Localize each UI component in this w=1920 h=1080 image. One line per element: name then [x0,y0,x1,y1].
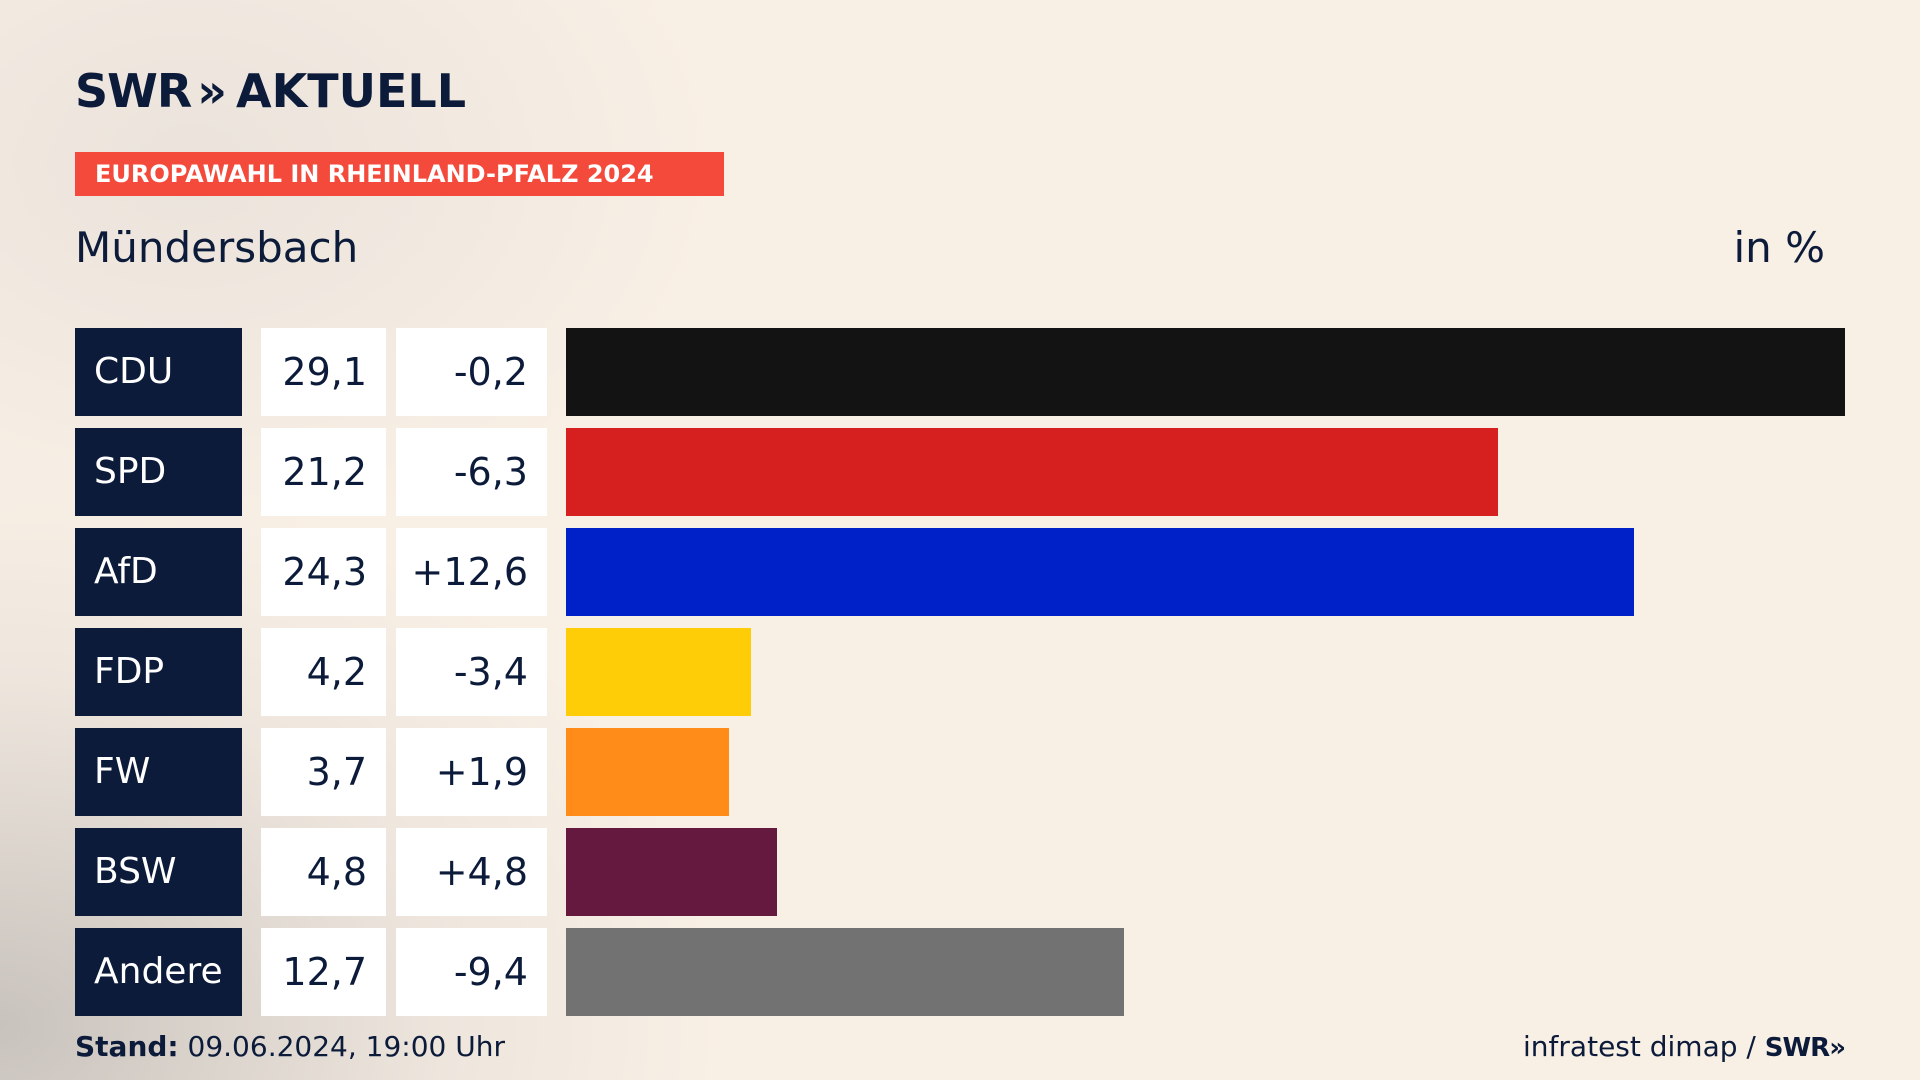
unit-label: in % [1733,223,1825,272]
footer-source: infratest dimap / SWR» [1523,1030,1846,1065]
party-label-cdu: CDU [75,328,242,416]
row-andere: Andere 12,7 -9,4 [75,928,1845,1016]
row-bsw: BSW 4,8 +4,8 [75,828,1845,916]
party-label-fdp: FDP [75,628,242,716]
diff-label-fw: +1,9 [396,728,547,816]
stand-label: Stand: [75,1030,179,1063]
value-label-fw: 3,7 [261,728,386,816]
diff-label-andere: -9,4 [396,928,547,1016]
bar-bsw [566,828,777,916]
swr-mini-logo: SWR» [1764,1033,1846,1063]
party-label-bsw: BSW [75,828,242,916]
party-label-afd: AfD [75,528,242,616]
bar-afd [566,528,1634,616]
row-fdp: FDP 4,2 -3,4 [75,628,1845,716]
party-label-andere: Andere [75,928,242,1016]
election-badge: EUROPAWAHL IN RHEINLAND-PFALZ 2024 [75,152,724,196]
footer-stand: Stand: 09.06.2024, 19:00 Uhr [75,1030,505,1064]
party-label-fw: FW [75,728,242,816]
logo-brand: SWR [75,64,192,118]
value-label-spd: 21,2 [261,428,386,516]
bar-spd [566,428,1498,516]
row-cdu: CDU 29,1 -0,2 [75,328,1845,416]
bar-andere [566,928,1124,1016]
stand-value: 09.06.2024, 19:00 Uhr [187,1030,505,1063]
diff-label-afd: +12,6 [396,528,547,616]
place-title: Mündersbach [75,223,359,272]
swr-aktuell-logo: SWR» AKTUELL [75,64,467,118]
logo-product: AKTUELL [236,64,467,118]
diff-label-spd: -6,3 [396,428,547,516]
bar-fw [566,728,729,816]
bar-fdp [566,628,751,716]
row-fw: FW 3,7 +1,9 [75,728,1845,816]
value-label-andere: 12,7 [261,928,386,1016]
row-spd: SPD 21,2 -6,3 [75,428,1845,516]
diff-label-cdu: -0,2 [396,328,547,416]
source-text: infratest dimap / [1523,1030,1756,1063]
logo-chevron-icon: » [197,64,227,118]
diff-label-bsw: +4,8 [396,828,547,916]
bar-cdu [566,328,1845,416]
value-label-bsw: 4,8 [261,828,386,916]
value-label-cdu: 29,1 [261,328,386,416]
row-afd: AfD 24,3 +12,6 [75,528,1845,616]
value-label-fdp: 4,2 [261,628,386,716]
diff-label-fdp: -3,4 [396,628,547,716]
value-label-afd: 24,3 [261,528,386,616]
party-label-spd: SPD [75,428,242,516]
